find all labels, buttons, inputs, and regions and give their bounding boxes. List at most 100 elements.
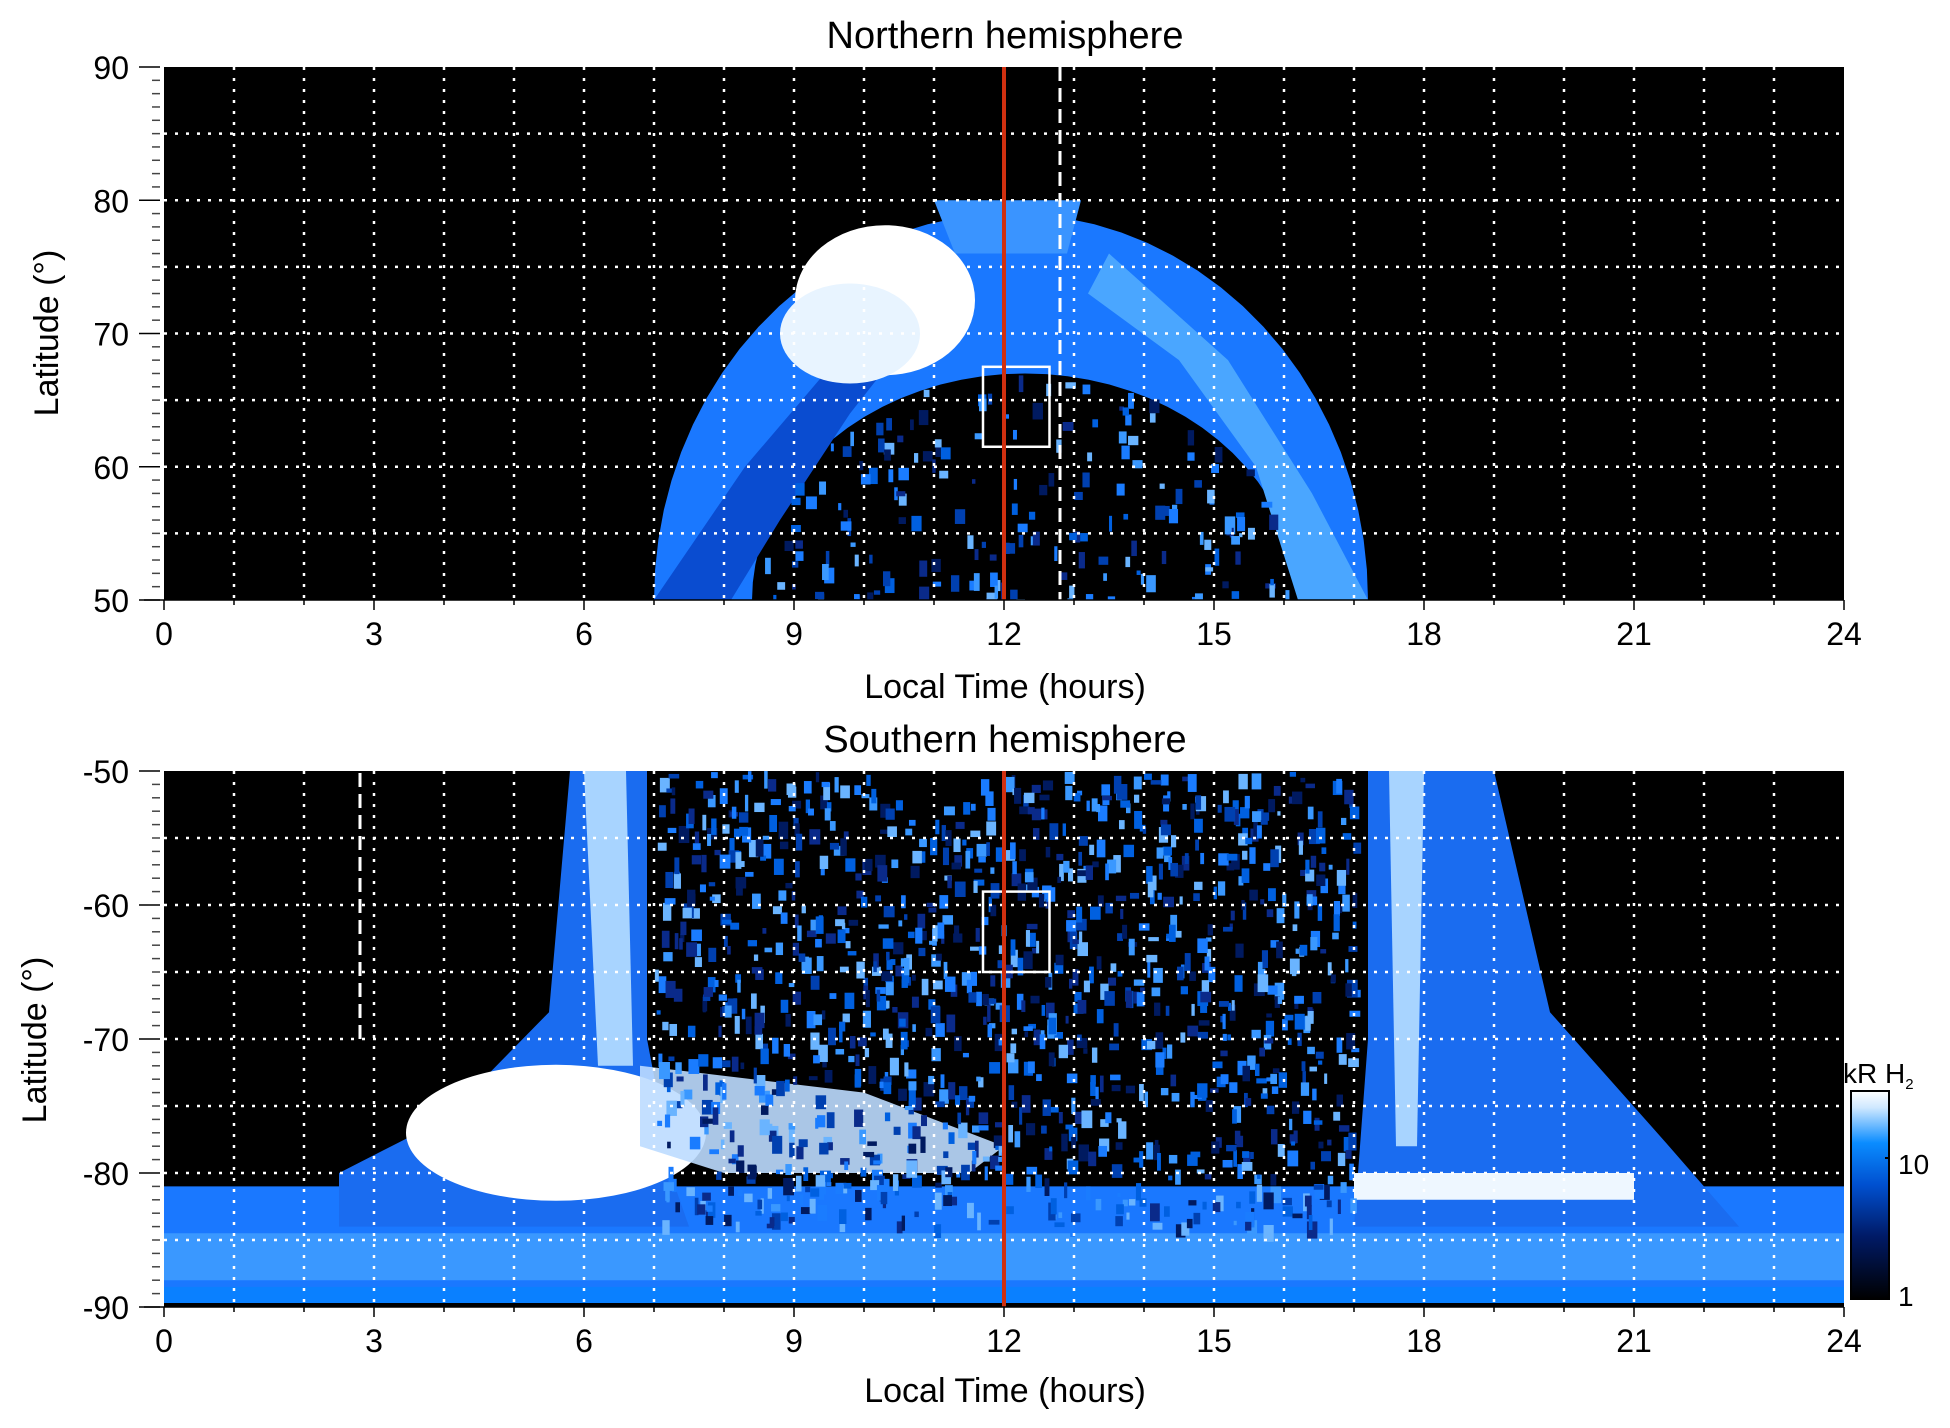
polar-speckle [995, 580, 1001, 592]
polar-speckle [1155, 1052, 1165, 1068]
polar-speckle [1096, 839, 1106, 858]
polar-speckle [945, 830, 952, 847]
polar-speckle [843, 1184, 848, 1194]
polar-speckle [754, 1086, 765, 1096]
polar-speckle [1159, 483, 1165, 489]
polar-speckle [900, 1031, 908, 1050]
y-tick-label: -90 [83, 1290, 129, 1326]
polar-speckle [943, 806, 955, 816]
polar-speckle [1155, 1032, 1164, 1049]
polar-speckle [910, 419, 914, 431]
polar-speckle [798, 1139, 808, 1148]
polar-speckle [819, 1204, 827, 1222]
polar-speckle [1266, 909, 1274, 918]
y-tick-label: -60 [83, 888, 129, 924]
polar-speckle [824, 808, 831, 821]
polar-speckle [978, 1112, 989, 1125]
polar-speckle [1238, 833, 1248, 846]
polar-speckle [875, 895, 882, 902]
polar-speckle [1338, 1054, 1347, 1065]
x-tick-label: 21 [1616, 616, 1652, 652]
polar-speckle [1030, 995, 1040, 1004]
polar-speckle [727, 998, 738, 1014]
polar-speckle [884, 1071, 889, 1080]
polar-speckle [988, 1219, 1000, 1225]
polar-speckle [935, 1182, 942, 1188]
polar-speckle [1195, 839, 1199, 851]
polar-speckle [985, 791, 994, 806]
polar-speckle [834, 777, 839, 793]
polar-speckle [840, 1158, 850, 1165]
polar-speckle [838, 503, 842, 511]
polar-speckle [863, 1151, 875, 1158]
polar-speckle [791, 525, 801, 533]
polar-speckle [1180, 986, 1188, 995]
polar-speckle [892, 1006, 898, 1013]
polar-speckle [1342, 833, 1352, 840]
polar-speckle [1327, 1175, 1334, 1185]
polar-speckle [1294, 901, 1300, 919]
polar-speckle [1128, 938, 1135, 956]
polar-speckle [883, 1076, 892, 1085]
polar-speckle [772, 906, 782, 915]
polar-speckle [1025, 1123, 1036, 1136]
polar-speckle [1187, 774, 1197, 792]
polar-speckle [917, 913, 926, 929]
polar-speckle [864, 858, 873, 872]
polar-speckle [871, 1169, 883, 1182]
polar-speckle [943, 1151, 949, 1159]
polar-speckle [1026, 1176, 1031, 1192]
polar-speckle [1253, 820, 1258, 838]
polar-speckle [1251, 1029, 1261, 1039]
polar-speckle [1172, 930, 1182, 938]
polar-speckle [1202, 1201, 1207, 1210]
polar-speckle [823, 1136, 833, 1148]
polar-speckle [1238, 876, 1244, 886]
polar-speckle [1028, 932, 1036, 947]
polar-speckle [723, 1122, 732, 1129]
polar-speckle [1064, 771, 1075, 784]
polar-speckle [754, 802, 765, 813]
polar-speckle [1092, 419, 1099, 428]
polar-speckle [1123, 513, 1129, 520]
polar-speckle [1069, 532, 1077, 541]
polar-speckle [819, 855, 829, 869]
polar-speckle [777, 582, 786, 590]
polar-speckle [1245, 1098, 1252, 1106]
polar-speckle [1168, 924, 1176, 942]
polar-speckle [667, 827, 677, 834]
polar-speckle [1232, 800, 1239, 817]
polar-speckle [848, 1055, 855, 1063]
polar-speckle [854, 785, 862, 796]
polar-speckle [666, 1100, 677, 1116]
polar-speckle [1175, 599, 1186, 600]
polar-speckle [671, 1178, 677, 1193]
polar-speckle [1291, 1101, 1300, 1114]
polar-speckle [715, 1082, 720, 1095]
polar-speckle [970, 830, 981, 838]
polar-speckle [699, 884, 706, 893]
polar-speckle [982, 993, 989, 1006]
polar-speckle [1271, 1086, 1279, 1094]
polar-speckle [1003, 414, 1010, 419]
polar-speckle [845, 941, 851, 949]
polar-speckle [1297, 832, 1304, 846]
polar-speckle [722, 824, 730, 834]
polar-speckle [840, 521, 852, 531]
polar-speckle [1118, 431, 1127, 444]
polar-speckle [1327, 1139, 1332, 1146]
polar-speckle [839, 1217, 846, 1233]
polar-speckle [701, 854, 707, 873]
polar-speckle [727, 945, 731, 955]
polar-speckle [1074, 991, 1082, 1002]
polar-speckle [795, 1175, 802, 1192]
polar-speckle [893, 942, 904, 955]
polar-speckle [1270, 1173, 1277, 1186]
polar-speckle [1115, 1142, 1123, 1150]
polar-speckle [785, 1164, 792, 1176]
polar-speckle [932, 459, 936, 473]
polar-speckle [820, 862, 825, 876]
polar-speckle [816, 1115, 826, 1128]
polar-speckle [1218, 1001, 1229, 1007]
polar-speckle [1102, 797, 1110, 806]
